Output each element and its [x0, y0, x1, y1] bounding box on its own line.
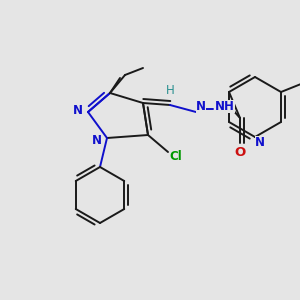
Text: H: H: [166, 85, 174, 98]
Text: O: O: [234, 146, 246, 160]
Text: NH: NH: [215, 100, 235, 112]
Text: Cl: Cl: [169, 151, 182, 164]
Text: N: N: [92, 134, 102, 146]
Text: N: N: [196, 100, 206, 113]
Text: N: N: [73, 103, 83, 116]
Text: N: N: [255, 136, 265, 148]
